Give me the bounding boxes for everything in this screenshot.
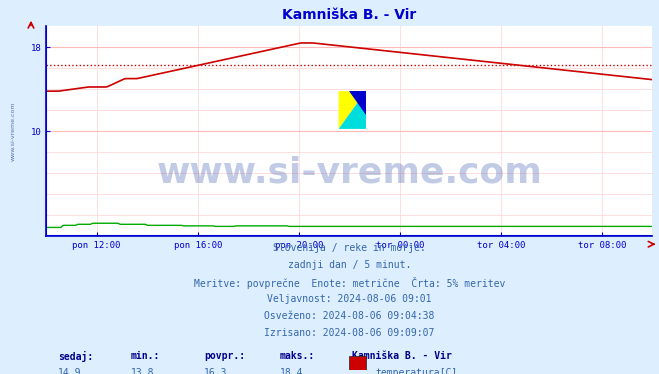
Text: maks.:: maks.:	[279, 350, 315, 361]
Text: www.si-vreme.com: www.si-vreme.com	[11, 101, 15, 161]
Text: 13,8: 13,8	[131, 368, 154, 374]
Text: povpr.:: povpr.:	[204, 350, 245, 361]
Text: Slovenija / reke in morje.: Slovenija / reke in morje.	[273, 243, 426, 253]
Polygon shape	[339, 91, 366, 129]
Text: Kamniška B. - Vir: Kamniška B. - Vir	[353, 350, 452, 361]
Text: min.:: min.:	[131, 350, 160, 361]
Text: sedaj:: sedaj:	[58, 350, 94, 362]
FancyBboxPatch shape	[349, 356, 366, 371]
Text: 14,9: 14,9	[58, 368, 82, 374]
Text: Osveženo: 2024-08-06 09:04:38: Osveženo: 2024-08-06 09:04:38	[264, 311, 434, 321]
Text: temperatura[C]: temperatura[C]	[376, 368, 457, 374]
Title: Kamniška B. - Vir: Kamniška B. - Vir	[282, 8, 416, 22]
Text: Meritve: povprečne  Enote: metrične  Črta: 5% meritev: Meritve: povprečne Enote: metrične Črta:…	[194, 277, 505, 289]
Text: Izrisano: 2024-08-06 09:09:07: Izrisano: 2024-08-06 09:09:07	[264, 328, 434, 338]
Text: www.si-vreme.com: www.si-vreme.com	[156, 156, 542, 190]
Text: zadnji dan / 5 minut.: zadnji dan / 5 minut.	[287, 260, 411, 270]
Text: 16,3: 16,3	[204, 368, 227, 374]
Polygon shape	[349, 91, 366, 114]
Text: 18,4: 18,4	[279, 368, 303, 374]
Text: Veljavnost: 2024-08-06 09:01: Veljavnost: 2024-08-06 09:01	[267, 294, 432, 304]
Polygon shape	[339, 91, 366, 129]
